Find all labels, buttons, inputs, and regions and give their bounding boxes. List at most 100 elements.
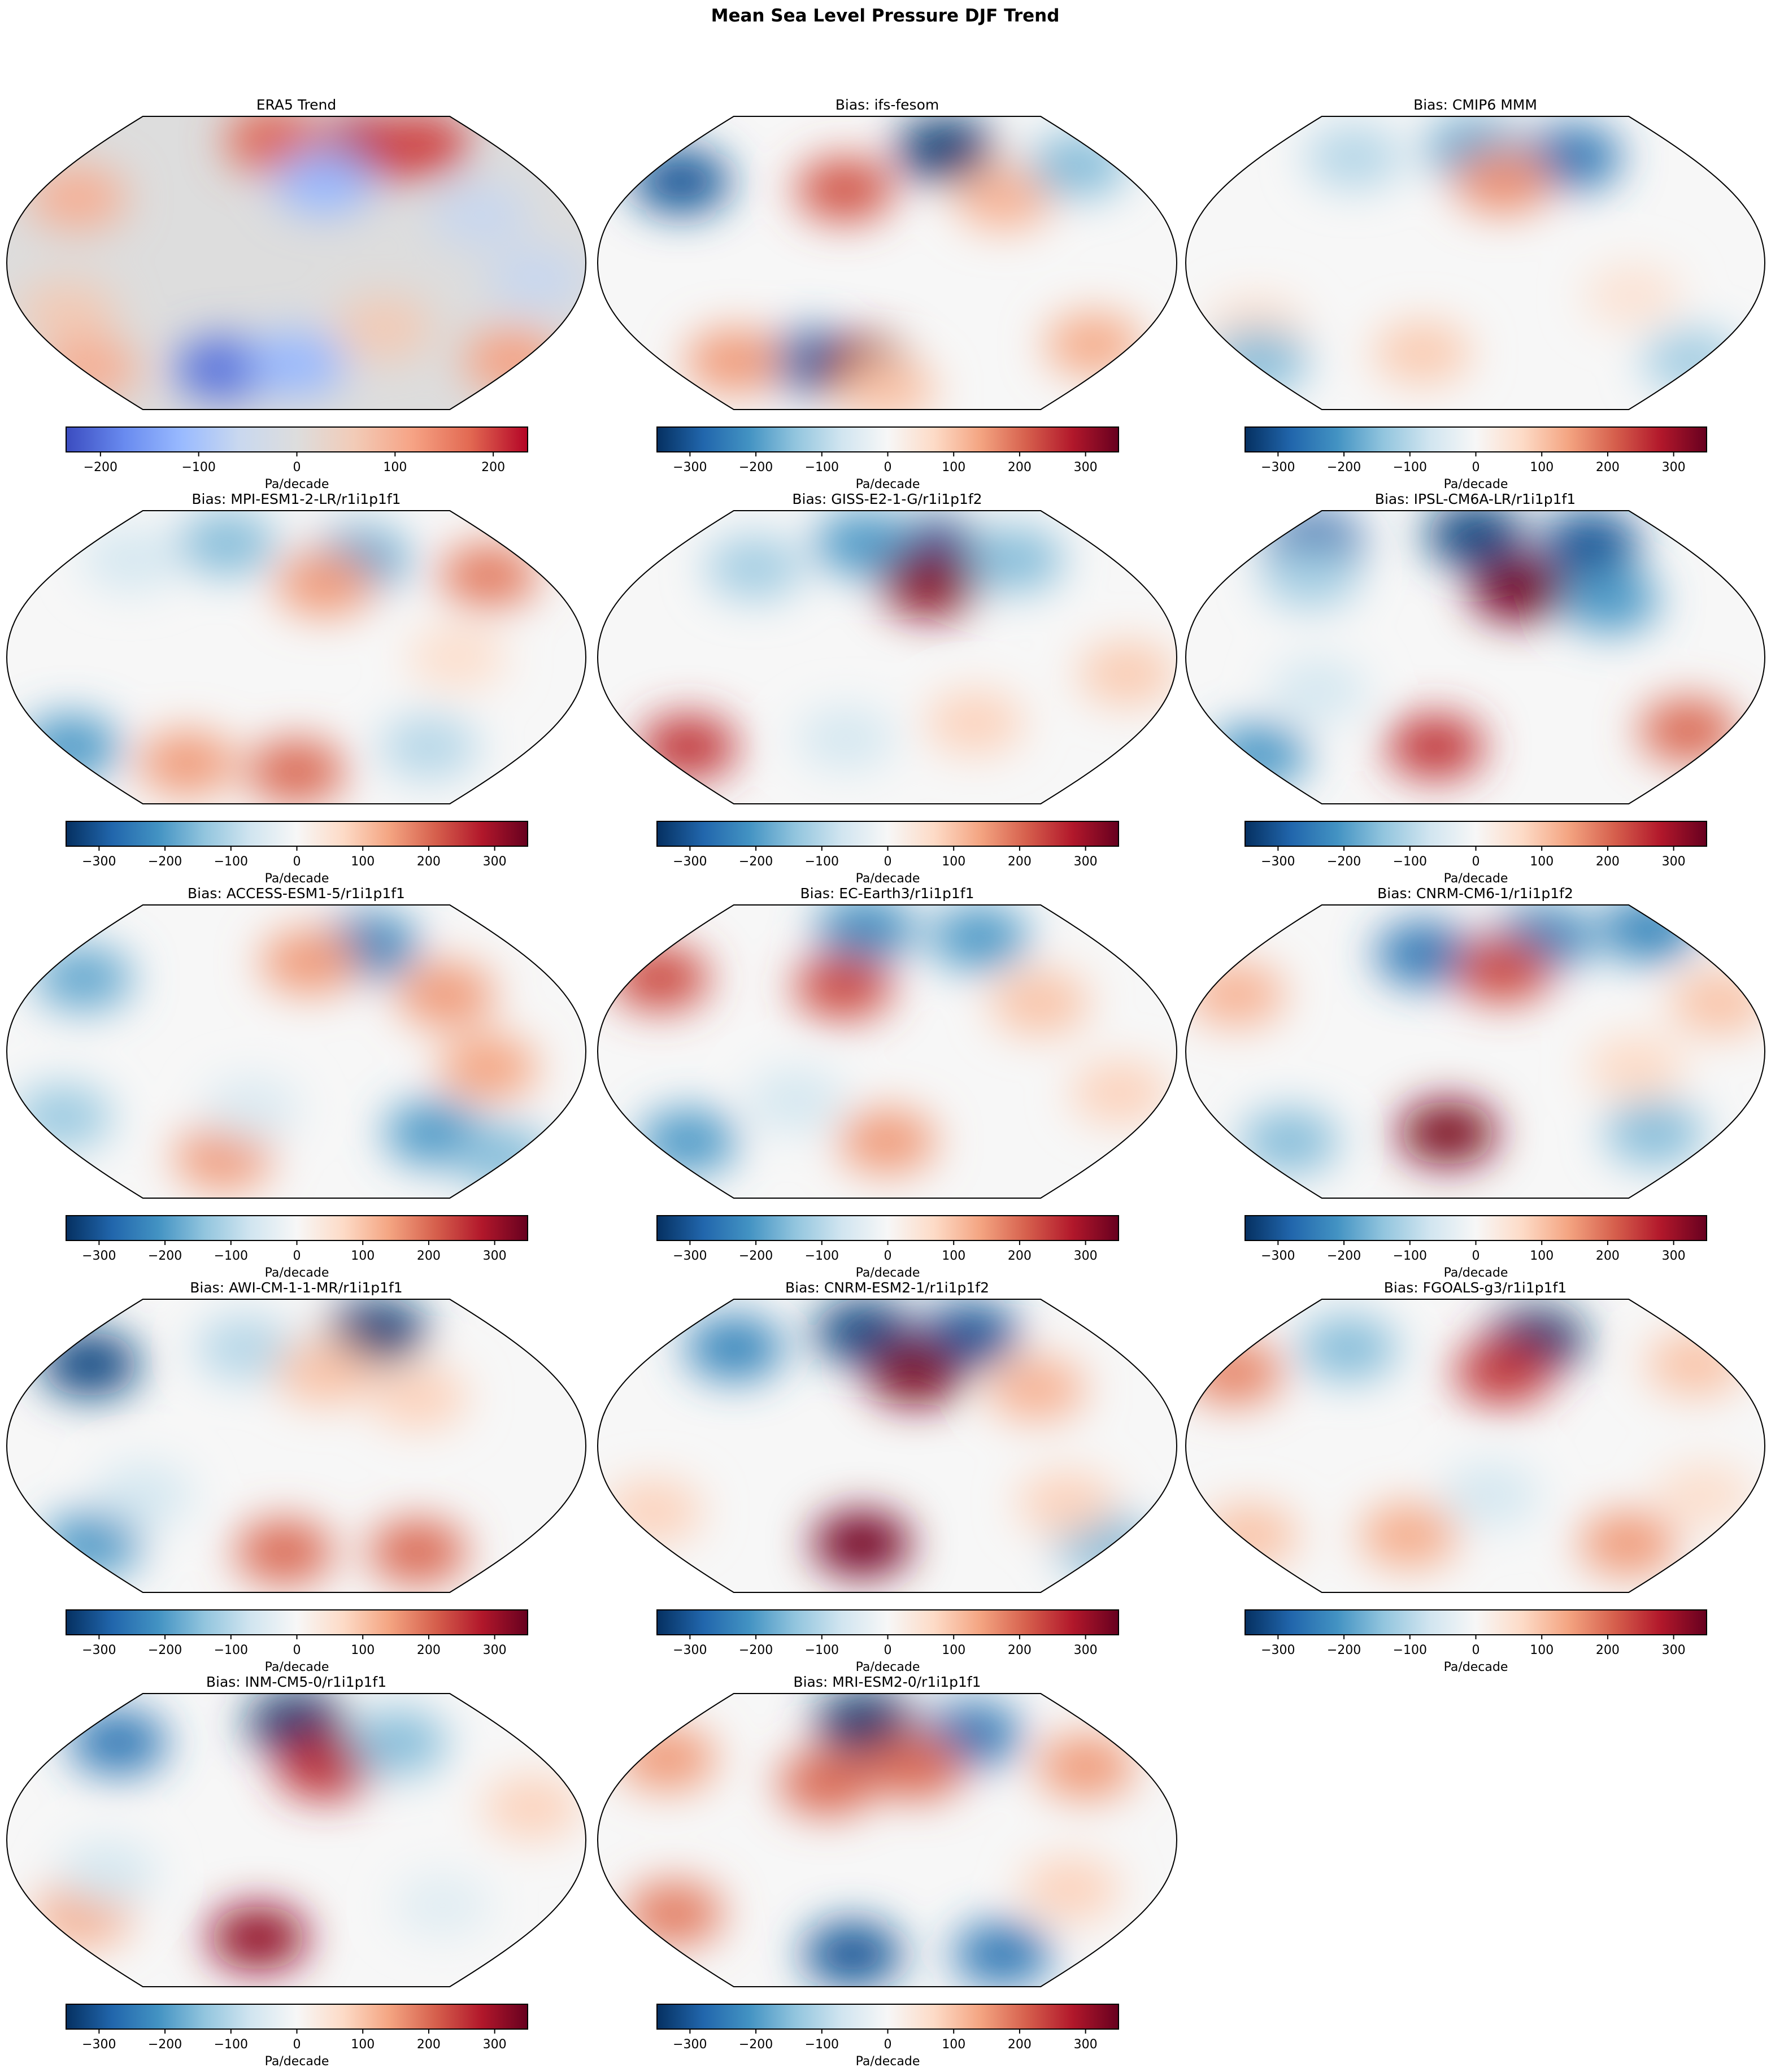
field-anomaly [1655,1462,1753,1527]
colorbar-tick-label: 200 [1596,855,1620,869]
colorbar-tick-label: 200 [417,2038,441,2052]
map-outline [6,904,587,1199]
field-anomaly [275,149,373,214]
field-anomaly [639,1108,738,1174]
field-anomaly [275,551,374,616]
colorbar-tick-label: −200 [739,1249,773,1263]
panel: Bias: FGOALS-g3/r1i1p1f1 −300 −200 −100 0 100… [1185,1279,1766,1674]
colorbar-tick-label: 300 [1074,460,1098,475]
map-outline [6,1693,587,1987]
colorbar-tick-label: 0 [293,1249,301,1263]
map-outline [1185,116,1766,410]
map-field [1186,1299,1765,1592]
colorbar-label: Pa/decade [856,872,920,886]
colorbar [1245,1215,1707,1241]
field-anomaly [137,730,237,796]
colorbar-tick-label: 100 [1530,460,1554,475]
colorbar-tick-label: 100 [351,1249,375,1263]
panel: Bias: INM-CM5-0/r1i1p1f1 −300 −200 −100 0 100… [6,1674,587,2069]
colorbar-tick-label: −200 [148,1643,182,1657]
colorbar-tick-label: −300 [1261,1249,1295,1263]
colorbar-label: Pa/decade [265,1266,329,1280]
map-outline [597,116,1178,410]
colorbar-tick-label: −100 [1393,460,1427,475]
colorbar-tick-label: 0 [1472,855,1480,869]
colorbar-tick-label: 200 [1008,460,1032,475]
colorbar-tick-label: −200 [1327,1643,1361,1657]
panel: Bias: CNRM-CM6-1/r1i1p1f2 −300 −200 −100 0 10… [1185,885,1766,1280]
colorbar-tick-label: −300 [673,2038,707,2052]
colorbar-label: Pa/decade [856,1266,920,1280]
field-anomaly [1541,511,1640,576]
field-anomaly [369,1364,468,1430]
field-anomaly [440,543,538,608]
colorbar-tick-label: 300 [483,855,507,869]
panel: Bias: ifs-fesom −300 −200 −100 0 100 200 300 Pa/… [597,97,1178,491]
colorbar-tick-label: 0 [884,460,892,475]
field-anomaly [955,166,1054,230]
map-field [7,1299,586,1592]
field-anomaly [1209,722,1308,787]
field-anomaly [18,279,117,345]
field-anomaly [41,1332,140,1397]
colorbar-tick-label: 300 [1074,855,1098,869]
field-anomaly [838,1108,937,1174]
panel-title: Bias: MRI-ESM2-0/r1i1p1f1 [793,1674,981,1690]
colorbar-tick-label: 200 [1596,1249,1620,1263]
field-anomaly [247,739,346,804]
field-anomaly [260,929,359,995]
colorbar-tick-label: −300 [673,855,707,869]
field-anomaly [632,149,730,214]
panel: Bias: AWI-CM-1-1-MR/r1i1p1f1 −300 −200 −100… [6,1279,587,1674]
colorbar-tick-label: 0 [293,855,301,869]
field-anomaly [349,1710,447,1775]
colorbar-tick-label: −200 [148,2038,182,2052]
map-outline [1185,904,1766,1199]
field-anomaly [895,116,994,181]
field-anomaly [794,954,893,1019]
colorbar-tick-label: 300 [1662,1249,1686,1263]
field-anomaly [1639,698,1738,763]
colorbar-tick-label: −200 [148,855,182,869]
map-field [7,511,586,804]
colorbar-tick-label: −100 [805,1643,839,1657]
field-anomaly [1017,1470,1116,1535]
colorbar-tick-label: 200 [1008,1249,1032,1263]
colorbar-tick-label: 200 [1596,1643,1620,1657]
panel: ERA5 Trend −200 −100 0 100 200 Pa/decade [6,97,587,491]
field-anomaly [1599,905,1698,962]
colorbar-label: Pa/decade [265,477,329,491]
field-anomaly [202,1076,301,1141]
colorbar-label: Pa/decade [856,2054,920,2069]
field-anomaly [28,166,127,230]
field-anomaly [334,295,433,360]
field-anomaly [482,1775,581,1840]
field-anomaly [880,551,980,616]
colorbar-tick-label: 200 [1008,2038,1032,2052]
colorbar-tick-label: 0 [293,2038,301,2052]
field-anomaly [639,714,738,780]
field-anomaly [815,1694,914,1755]
colorbar-tick-label: 200 [481,460,505,475]
colorbar-tick-label: −200 [1327,855,1361,869]
map-field [7,1694,586,1987]
field-anomaly [866,1734,965,1799]
field-anomaly [368,1519,467,1585]
field-anomaly [371,116,469,178]
colorbar-tick-label: −200 [739,1643,773,1657]
colorbar-tick-label: 0 [1472,1643,1480,1657]
colorbar-tick-label: 100 [383,460,407,475]
map-outline [6,116,587,410]
colorbar-tick-label: −300 [82,1643,116,1657]
field-anomaly [58,1840,157,1905]
field-anomaly [705,535,804,600]
field-anomaly [275,1340,374,1405]
map-outline [597,510,1178,804]
colorbar-tick-label: 100 [1530,855,1554,869]
field-anomaly [778,1751,877,1816]
map-outline [597,1693,1178,1987]
colorbar-tick-label: −100 [214,1249,248,1263]
field-anomaly [965,527,1064,592]
field-anomaly [1454,149,1552,214]
colorbar-tick-label: 100 [942,1249,965,1263]
